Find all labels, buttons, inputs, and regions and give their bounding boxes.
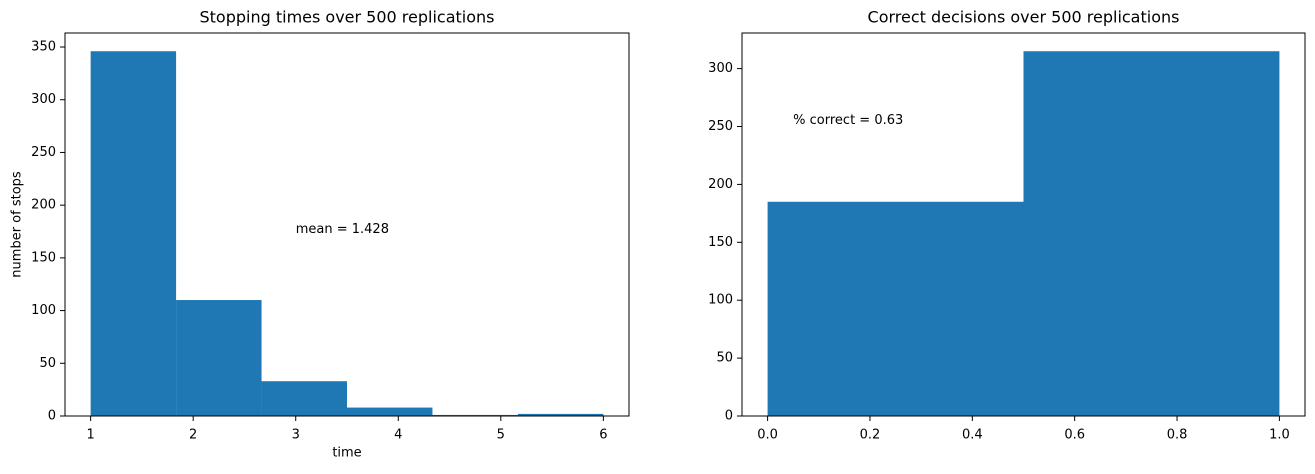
x-tick-label: 4 bbox=[394, 428, 402, 443]
y-tick-label: 100 bbox=[31, 303, 56, 318]
y-tick-label: 250 bbox=[708, 119, 733, 134]
x-tick-label: 3 bbox=[292, 428, 300, 443]
bar bbox=[517, 413, 604, 416]
y-tick-label: 250 bbox=[31, 145, 56, 160]
bar bbox=[261, 381, 347, 416]
axes-frame bbox=[64, 32, 630, 417]
annotation: mean = 1.428 bbox=[296, 222, 389, 237]
y-tick-label: 0 bbox=[725, 409, 733, 424]
x-axis-label: time bbox=[332, 446, 361, 461]
y-tick-label: 200 bbox=[31, 198, 56, 213]
axes-frame bbox=[741, 32, 1306, 417]
bar bbox=[347, 407, 433, 416]
x-tick-label: 5 bbox=[497, 428, 505, 443]
y-tick-label: 200 bbox=[708, 177, 733, 192]
y-axis-label: number of stops bbox=[10, 171, 25, 278]
x-tick-label: 1 bbox=[86, 428, 94, 443]
y-tick-label: 300 bbox=[708, 61, 733, 76]
bar bbox=[176, 300, 262, 416]
x-tick-label: 0.8 bbox=[1167, 428, 1188, 443]
annotation: % correct = 0.63 bbox=[793, 113, 903, 128]
x-tick-label: 6 bbox=[599, 428, 607, 443]
x-tick-label: 0.6 bbox=[1064, 428, 1085, 443]
y-tick-label: 50 bbox=[39, 356, 56, 371]
x-tick-label: 0.4 bbox=[962, 428, 983, 443]
y-tick-label: 350 bbox=[31, 40, 56, 55]
x-tick-label: 0.0 bbox=[757, 428, 778, 443]
bar bbox=[767, 201, 1024, 416]
bar bbox=[90, 51, 177, 416]
x-tick-label: 2 bbox=[189, 428, 197, 443]
y-tick-label: 50 bbox=[716, 351, 733, 366]
y-tick-label: 150 bbox=[708, 235, 733, 250]
y-tick-label: 100 bbox=[708, 293, 733, 308]
x-tick-label: 1.0 bbox=[1269, 428, 1290, 443]
y-tick-label: 300 bbox=[31, 92, 56, 107]
y-tick-label: 0 bbox=[48, 409, 56, 424]
chart-title: Stopping times over 500 replications bbox=[199, 8, 494, 27]
y-tick-label: 150 bbox=[31, 250, 56, 265]
bar bbox=[1023, 51, 1280, 416]
bar bbox=[432, 414, 518, 416]
chart-title: Correct decisions over 500 replications bbox=[868, 8, 1180, 27]
x-tick-label: 0.2 bbox=[860, 428, 881, 443]
